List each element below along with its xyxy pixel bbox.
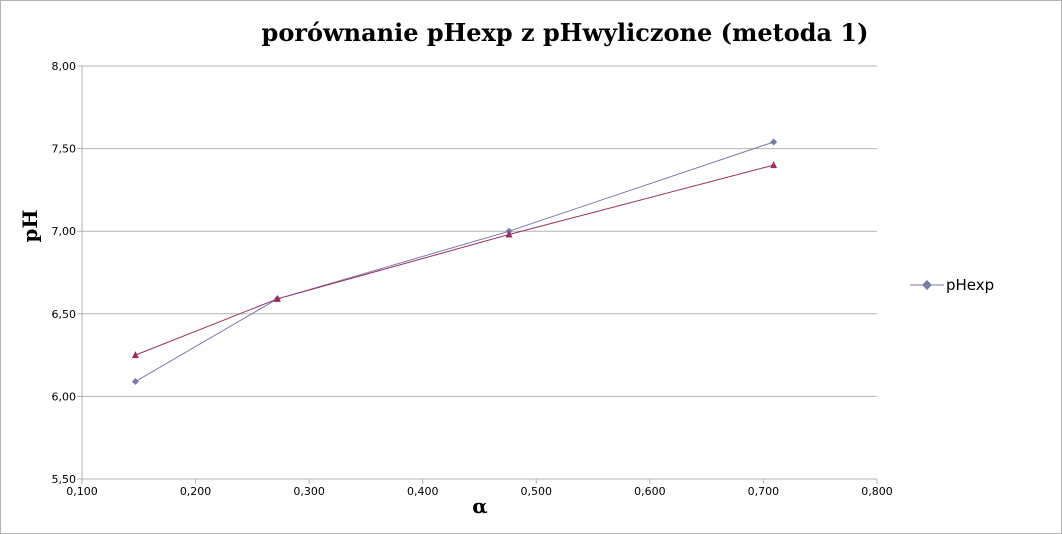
series-1-point xyxy=(770,161,778,169)
x-axis-label: α xyxy=(472,494,488,518)
legend-marker-diamond-icon xyxy=(910,280,944,290)
y-tick-label: 6,00 xyxy=(52,390,77,403)
x-tick-label: 0,800 xyxy=(861,485,893,498)
y-tick-label: 5,50 xyxy=(52,473,77,486)
legend: pHexp xyxy=(910,274,994,296)
series-1-line xyxy=(135,164,774,356)
x-tick-label: 0,400 xyxy=(407,485,439,498)
chart-title: porównanie pHexp z pHwyliczone (metoda 1… xyxy=(261,18,869,47)
series-0-line xyxy=(135,141,774,382)
x-tick-label: 0,100 xyxy=(66,485,98,498)
y-tick-label: 7,50 xyxy=(52,143,77,156)
series-0-point xyxy=(770,138,778,146)
x-tick-label: 0,300 xyxy=(293,485,325,498)
x-tick-label: 0,200 xyxy=(180,485,212,498)
series-1-point xyxy=(131,351,139,359)
x-tick-label: 0,700 xyxy=(748,485,780,498)
x-tick-label: 0,500 xyxy=(521,485,553,498)
series-0-point xyxy=(131,378,139,386)
legend-label: pHexp xyxy=(946,276,995,294)
series-1-point xyxy=(273,294,281,302)
y-tick-label: 7,00 xyxy=(52,225,77,238)
x-tick-label: 0,600 xyxy=(634,485,666,498)
y-tick-label: 8,00 xyxy=(52,60,77,73)
y-tick-label: 6,50 xyxy=(52,308,77,321)
series-1-point xyxy=(505,230,513,238)
